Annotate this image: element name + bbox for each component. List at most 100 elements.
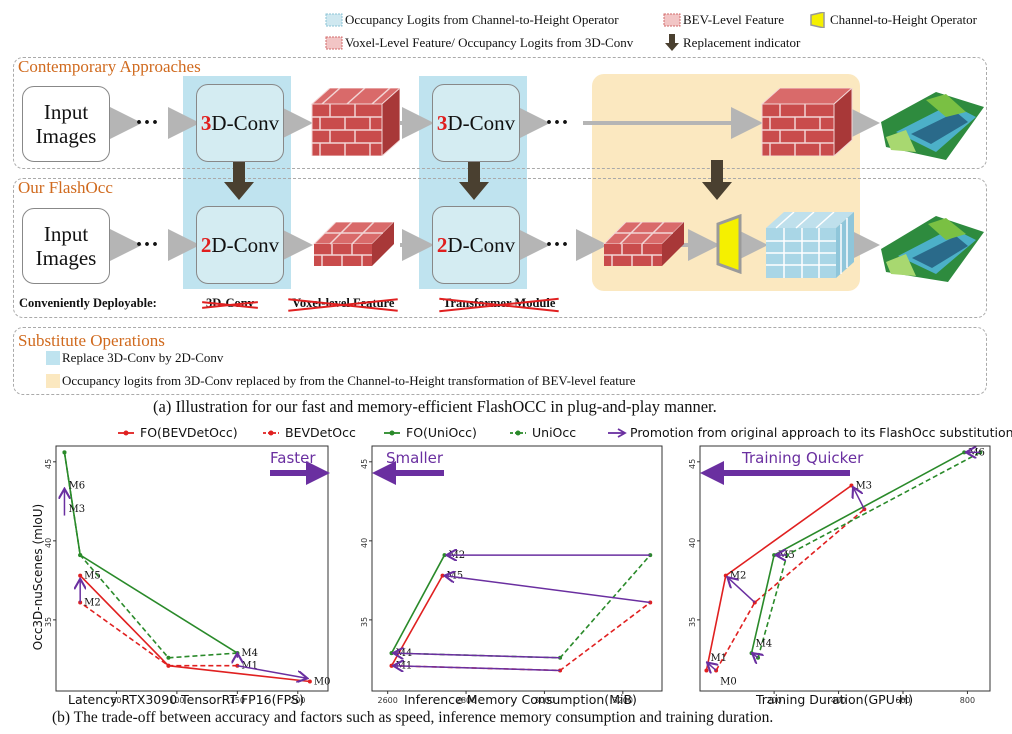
chart3-point-label-2: M4: [756, 639, 773, 650]
substitute-title: Substitute Operations: [18, 331, 165, 350]
promotion-arrow-7: [393, 666, 561, 671]
chart3-point-label-1: M1: [710, 653, 727, 664]
chart3-series-1-line: [715, 508, 865, 671]
chart1-point-label-2: M4: [241, 648, 258, 659]
caption-b: (b) The trade-off between accuracy and f…: [52, 709, 774, 726]
voxel-brick-icon-1: [310, 88, 400, 156]
legend-promotion: Promotion from original approach to its …: [630, 425, 1012, 440]
chart1-point-label-0: M0: [314, 677, 331, 688]
legend-uniocc: UniOcc: [532, 425, 577, 440]
chart1-xtick-label-0: 50: [111, 696, 121, 705]
voxel-brick-icon-2: [760, 88, 853, 156]
strike-transformer: Transformer Module: [443, 296, 556, 310]
chart1-point-label-6: M6: [68, 481, 85, 492]
chart2-ytick-label-0: 35: [360, 617, 369, 627]
chart1-series-3-point-2: [78, 553, 83, 558]
chart2-xtick-label-2: 3000: [534, 696, 554, 705]
legend-c2h-logits-label: Occupancy Logits from Channel-to-Height …: [345, 12, 619, 27]
chart3-ytick-label-2: 45: [688, 459, 697, 469]
chart1-series-1-point-0: [235, 663, 240, 668]
chart3-frame: [699, 445, 991, 692]
chart1-point-label-1: M1: [241, 661, 258, 672]
conv-box-2d-2: 2 D-Conv: [432, 206, 520, 284]
chart1-point-label-3: M2: [84, 597, 101, 608]
strike-3d-conv: 3D-Conv: [206, 296, 254, 310]
chart1-series-0-point-0: [307, 679, 312, 684]
voxel-swatch-icon: [325, 36, 343, 50]
deployable-label: Conveniently Deployable:: [19, 296, 157, 310]
chart2-xtick-label-0: 2600: [377, 696, 397, 705]
chart1-xtick-label-1: 100: [169, 696, 184, 705]
chart2-ytick-label-2: 45: [360, 459, 369, 469]
contemporary-section: [13, 57, 987, 169]
chart1-frame: [55, 445, 329, 692]
replacement-arrows: [224, 160, 732, 200]
conv-rest-2d-2: D-Conv: [447, 232, 516, 257]
input-images-label-1: Input Images: [35, 99, 97, 148]
bev-brick-icon-2: [602, 222, 685, 266]
chart1-series-0-point-2: [78, 573, 83, 578]
contemporary-title: Contemporary Approaches: [18, 57, 201, 76]
chart1-ylabel: Occ3D-nuScenes (mIoU): [31, 503, 45, 651]
chart3-point-label-5: M3: [855, 481, 872, 492]
chart3-ytick-label-1: 40: [688, 538, 697, 548]
chart3-ytick-label-0: 35: [688, 617, 697, 627]
chart2-frame: [371, 445, 663, 692]
plot-legend-markers: [118, 428, 627, 438]
chart1-ytick-label-2: 45: [44, 459, 53, 469]
chart1-xlabel: Latency RTX3090 TensorRT FP16(FPS): [68, 692, 304, 707]
promotion-arrow-8: [707, 663, 716, 671]
chart3-series-2-point-1: [772, 553, 777, 558]
promotion-arrow-12: [853, 487, 866, 510]
c2h-operator-icon: [810, 12, 825, 28]
input-images-box-1: Input Images: [22, 86, 110, 162]
ellipsis-1: ...: [136, 104, 160, 130]
tradeoff-charts: 50 100 150 200 35 40 45 M0 M1 M4 M2 M5 M3 M6 2600 2800 3…: [44, 445, 991, 705]
conv-rest-2d-1: D-Conv: [211, 232, 280, 257]
chart3-xtick-label-2: 600: [895, 696, 910, 705]
chart2-series-2-line: [390, 554, 446, 654]
yellow-swatch: [46, 374, 60, 388]
bev-brick-icon-1: [312, 222, 395, 266]
promotion-arrow-0: [237, 664, 307, 679]
occupancy-render-image-2: [881, 216, 984, 282]
substitute-item-2: Occupancy logits from 3D-Conv replaced b…: [62, 373, 636, 388]
pipeline-arrows: [110, 107, 880, 261]
chart2-series-1-point-0: [389, 663, 394, 668]
chart1-series-1-point-1: [166, 663, 171, 668]
chart1-series-3-line: [63, 452, 238, 659]
legend-bev-feature-label: BEV-Level Feature: [683, 12, 784, 27]
conv-box-2d-1: 2 D-Conv: [196, 206, 284, 284]
legend-replacement-label: Replacement indicator: [683, 35, 801, 50]
ellipsis-3: ...: [136, 226, 160, 252]
channel-to-height-operator-icon: [716, 214, 742, 274]
chart3-series-0-point-2: [849, 483, 854, 488]
blue-swatch: [46, 351, 60, 365]
chart1-series-1-point-2: [78, 600, 83, 605]
chart3-xtick-label-0: 200: [766, 696, 781, 705]
promotion-arrow-10: [727, 577, 756, 604]
chart1-point-label-5: M3: [68, 504, 85, 515]
conv-digit-3d-1: 3: [200, 110, 212, 135]
legend-fo-bevdetocc: FO(BEVDetOcc): [140, 425, 238, 440]
ellipsis-4: ...: [546, 226, 570, 252]
occupancy-render-image-1: [881, 92, 984, 160]
chart1-ytick-label-1: 40: [44, 538, 53, 548]
c2h-logits-block-icon: [766, 212, 854, 278]
flashocc-title: Our FlashOcc: [18, 178, 113, 197]
chart3-series-0-point-1: [723, 573, 728, 578]
promotion-arrow-9: [752, 653, 758, 658]
caption-a: (a) Illustration for our fast and memory…: [153, 397, 717, 416]
training-quicker-label: Training Quicker: [742, 449, 864, 467]
input-images-label-2: Input Images: [35, 221, 97, 270]
conv-box-3d-1: 3 D-Conv: [196, 84, 284, 162]
strike-voxel-feature: Voxel-level Feature: [292, 296, 395, 310]
chart1-xtick-label-3: 200: [290, 696, 305, 705]
conv-rest-3d-2: D-Conv: [447, 110, 516, 135]
input-images-box-2: Input Images: [22, 208, 110, 284]
chart2-ytick-label-1: 40: [360, 538, 369, 548]
chart3-point-label-3: M2: [730, 571, 747, 582]
legend-voxel-feature-label: Voxel-Level Feature/ Occupancy Logits fr…: [345, 35, 634, 50]
faster-label: Faster: [270, 449, 316, 467]
promotion-arrow-4: [445, 576, 651, 604]
